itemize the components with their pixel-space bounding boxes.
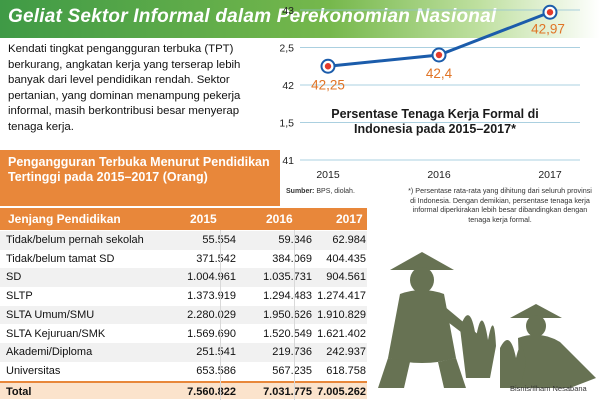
column-divider [294, 230, 295, 400]
table-row: Tidak/belum tamat SD 371.542 384.069 404.43… [0, 250, 367, 269]
table-row: Akademi/Diploma 251.541 219.736 242.937 [0, 343, 367, 362]
row-label: SLTP [6, 290, 33, 303]
data-point [324, 63, 332, 70]
source-text: BPS, diolah. [316, 188, 355, 195]
line-chart: 41 41,5 42 42,5 43 2015 2016 2017 42,25 42,4 42,97 [280, 0, 600, 200]
y-tick-label: 41 [282, 155, 294, 167]
col-header-2017: 2017 [336, 212, 363, 226]
data-point [435, 51, 443, 59]
y-tick-label: 42 [282, 80, 294, 92]
col-header-2015: 2015 [190, 212, 217, 226]
x-tick-label: 2017 [538, 169, 562, 181]
cell-2017: 7.005.262 [317, 385, 366, 398]
column-divider [220, 230, 221, 400]
table-row: Tidak/belum pernah sekolah 55.554 59.346 62… [0, 231, 367, 250]
x-tick-label: 2015 [316, 169, 340, 181]
y-tick-label: 43 [282, 5, 294, 17]
table-header [0, 208, 367, 230]
hat-shape [390, 252, 454, 270]
table-row: SLTP 1.373.919 1.294.483 1.274.417 [0, 287, 367, 306]
row-label: Tidak/belum tamat SD [6, 252, 115, 265]
cell-2017: 1.621.402 [317, 327, 366, 340]
cell-2017: 1.910.829 [317, 308, 366, 321]
cell-2016: 1.520.549 [263, 327, 312, 340]
data-label: 42,97 [531, 21, 565, 36]
cell-2017: 1.274.417 [317, 290, 366, 303]
cell-2015: 653.586 [196, 364, 236, 377]
cell-2015: 1.373.919 [187, 290, 236, 303]
table-row: Universitas 653.586 567.235 618.758 [0, 362, 367, 381]
row-label: SLTA Umum/SMU [6, 308, 95, 321]
row-label: Universitas [6, 364, 61, 377]
cell-2016: 384.069 [272, 252, 312, 265]
table-row: SLTA Umum/SMU 2.280.029 1.950.626 1.910.829 [0, 305, 367, 325]
col-header-2016: 2016 [266, 212, 293, 226]
source-label: Sumber: [286, 188, 315, 195]
cell-2016: 1.035.731 [263, 271, 312, 284]
table-row: SD 1.004.961 1.035.731 904.561 [0, 268, 367, 287]
cell-2015: 1.004.961 [187, 271, 236, 284]
cell-2016: 1.294.483 [263, 290, 312, 303]
cell-2016: 59.346 [278, 234, 312, 246]
data-point [546, 9, 554, 16]
data-label: 42,25 [311, 77, 345, 92]
farmers-illustration [378, 252, 596, 388]
cell-2015: 55.554 [166, 234, 236, 246]
table-total-row: Total 7.560.822 7.031.775 7.005.262 [0, 380, 367, 400]
cell-2017: 242.937 [326, 346, 366, 359]
page-title: Geliat Sektor Informal dalam Perekonomia… [8, 6, 497, 27]
cell-2017: 62.984 [332, 234, 366, 246]
row-label: SD [6, 271, 22, 284]
chart-title: Persentase Tenaga Kerja Formal di Indone… [331, 107, 539, 136]
table-title-box [0, 150, 280, 206]
cell-2015: 251.541 [196, 346, 236, 359]
row-label: SLTA Kejuruan/SMK [6, 327, 106, 340]
row-label: Total [6, 385, 32, 398]
cell-2016: 7.031.775 [263, 385, 312, 398]
y-tick-label: 42,5 [280, 43, 294, 55]
cell-2017: 904.561 [326, 271, 366, 284]
chart-source: Sumber: BPS, diolah. [286, 188, 355, 195]
data-label: 42,4 [426, 66, 453, 81]
cell-2016: 219.736 [272, 346, 312, 359]
cell-2016: 1.950.626 [263, 308, 312, 321]
chart-svg: 41 41,5 42 42,5 43 2015 2016 2017 42,25 42,4 42,97 [280, 4, 580, 181]
row-label: Akademi/Diploma [6, 346, 93, 359]
cell-2015: 371.542 [196, 252, 236, 265]
cell-2017: 404.435 [326, 252, 366, 265]
cell-2016: 567.235 [272, 364, 312, 377]
intro-paragraph: Kendati tingkat pengangguran terbuka (TP… [8, 43, 241, 133]
footnote: *) Persentase rata-rata yang dihitung da… [408, 186, 592, 224]
cell-2015: 2.280.029 [187, 308, 236, 321]
y-tick-label: 41,5 [280, 118, 294, 130]
cell-2015: 1.569.690 [187, 327, 236, 340]
col-header-level: Jenjang Pendidikan [8, 212, 121, 226]
table-title: Pengangguran Terbuka Menurut Pendidikan … [8, 155, 270, 184]
x-tick-label: 2016 [427, 169, 451, 181]
cell-2015: 7.560.822 [187, 385, 236, 398]
row-label: Tidak/belum pernah sekolah [6, 234, 144, 246]
table-row: SLTA Kejuruan/SMK 1.569.690 1.520.549 1.621… [0, 325, 367, 344]
image-credit: Bisnis/Ilham Nesabana [510, 384, 587, 393]
cell-2017: 618.758 [326, 364, 366, 377]
